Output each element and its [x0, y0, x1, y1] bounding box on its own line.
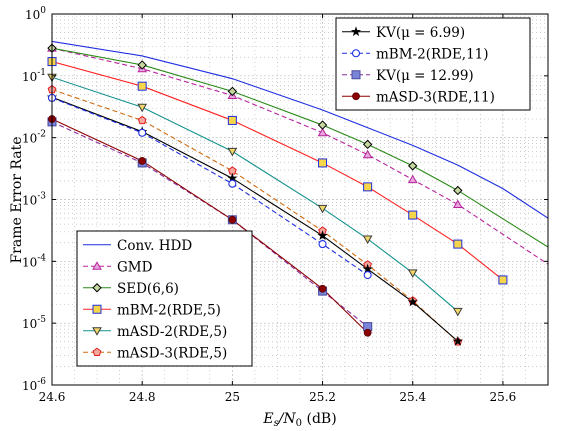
marker-SED: [408, 161, 418, 171]
marker-SED: [453, 185, 463, 196]
marker-mASD11: [138, 157, 147, 165]
series-line-HDD: [52, 40, 548, 219]
marker-GMD: [362, 149, 373, 159]
marker-mASD2: [452, 307, 463, 317]
y-tick-label: 10-5: [22, 315, 46, 331]
marker-KV1: [452, 335, 463, 346]
x-label-n: /N: [277, 411, 297, 427]
marker-mASD2: [407, 269, 418, 278]
x-tick-label: 25.4: [399, 390, 426, 404]
marker-mBM5: [498, 275, 508, 285]
legend-label-HDD: Conv. HDD: [117, 238, 192, 254]
marker-mASD3: [137, 115, 147, 125]
y-tick-label: 10-4: [22, 253, 46, 269]
legend-top-right-box: [335, 17, 531, 111]
x-tick-label: 24.8: [129, 390, 156, 404]
legend-marker-mASD11: [352, 92, 360, 101]
series-line-mBM5: [52, 61, 504, 281]
marker-mBM11: [363, 271, 372, 280]
x-tick-label: 24.6: [39, 390, 66, 404]
y-tick-label: 10-3: [22, 192, 46, 208]
marker-KV1: [317, 230, 328, 241]
marker-mASD2: [362, 235, 373, 244]
x-label-unit: (dB): [302, 411, 337, 427]
legend-label-KV1: KV(μ = 6.99): [376, 25, 465, 41]
y-axis-label: Frame Error Rate: [9, 136, 25, 263]
x-label-sub-s: s: [274, 418, 279, 429]
marker-mASD11: [228, 215, 237, 224]
marker-mBM11: [228, 179, 237, 188]
legend-label-SED: SED(6,6): [117, 281, 179, 297]
legend-marker-mBM11: [351, 49, 361, 58]
marker-mBM5: [318, 158, 328, 168]
y-tick-label: 10-2: [22, 130, 46, 146]
x-tick-label: 25.2: [309, 390, 336, 404]
marker-SED: [227, 86, 238, 97]
x-tick-label: 25: [225, 390, 240, 404]
marker-GMD: [317, 127, 328, 137]
legend-label-mASD3: mASD-3(RDE,5): [117, 345, 227, 361]
legend-marker-SED: [92, 283, 102, 293]
grid-lines: [51, 13, 549, 386]
marker-mASD2: [317, 204, 328, 214]
marker-GMD: [452, 199, 463, 209]
marker-mBM5: [453, 239, 463, 249]
legend-label-mASD2: mASD-2(RDE,5): [117, 324, 227, 340]
marker-mBM5: [408, 210, 418, 220]
legend-label-mBM5: mBM-2(RDE,5): [117, 302, 221, 318]
marker-mASD11: [363, 328, 372, 337]
legend-marker-KV2: [351, 70, 361, 80]
legend-label-mBM11: mBM-2(RDE,11): [376, 46, 489, 62]
legend-marker-mASD3: [92, 347, 102, 356]
marker-KV1: [362, 263, 373, 274]
marker-mASD2: [137, 103, 148, 113]
marker-mBM5: [363, 182, 373, 192]
marker-SED: [362, 139, 373, 150]
marker-KV1: [407, 296, 418, 307]
marker-mBM5: [137, 81, 147, 91]
legend-marker-KV1: [350, 26, 362, 37]
legend-bottom-left: Conv. HDD GMD SED(6,6) mBM-2(RDE,5) mASD-2(R…: [76, 230, 253, 367]
series-line-GMD: [52, 47, 548, 265]
marker-mBM5: [227, 115, 237, 125]
marker-mBM11: [318, 240, 327, 249]
legends: KV(μ = 6.99) mBM-2(RDE,11) KV(μ = 12.99) mA…: [76, 17, 531, 367]
legend-bottom-left-box: [76, 230, 253, 367]
legend-marker-GMD: [92, 261, 102, 270]
marker-mASD2: [227, 147, 238, 157]
marker-SED: [137, 60, 147, 70]
legend-label-KV2: KV(μ = 12.99): [376, 68, 474, 84]
y-tick-label: 100: [25, 6, 46, 22]
axis-ticks: 24.6 24.8 25 25.2 25.4 25.6 100 10-1 10-2 10-3 10-…: [22, 6, 548, 404]
marker-mASD11: [318, 284, 327, 293]
x-label-e: E: [262, 411, 273, 427]
legend-label-mASD11: mASD-3(RDE,11): [376, 89, 495, 105]
x-axis-label: Es/N0 (dB): [262, 411, 336, 429]
x-tick-label: 25.6: [490, 390, 517, 404]
legend-marker-mASD2: [92, 327, 102, 336]
series-line-SED: [52, 47, 548, 248]
marker-GMD: [407, 174, 418, 184]
x-label-sub-0: 0: [296, 418, 302, 429]
y-tick-label: 10-1: [22, 68, 46, 84]
y-tick-label: 10-6: [22, 377, 46, 393]
legend-top-right: KV(μ = 6.99) mBM-2(RDE,11) KV(μ = 12.99) mA…: [335, 17, 531, 111]
marker-mBM11: [138, 128, 147, 137]
legend-label-GMD: GMD: [117, 259, 153, 275]
marker-SED: [317, 120, 328, 130]
legend-marker-mBM5: [92, 304, 102, 314]
